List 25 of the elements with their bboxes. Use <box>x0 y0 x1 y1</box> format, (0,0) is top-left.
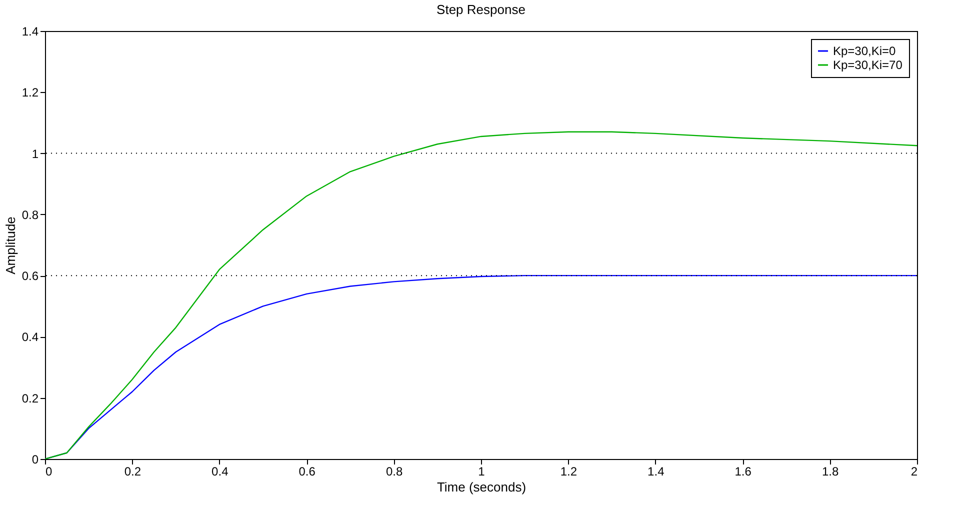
x-axis-title: Time (seconds) <box>436 480 526 494</box>
x-tick-label: 0.4 <box>212 464 229 478</box>
y-tick-label: 0.4 <box>22 330 39 344</box>
x-tick-label: 2 <box>910 464 918 478</box>
x-tick-label: 1.6 <box>734 464 752 478</box>
legend-label: Kp=30,Ki=0 <box>833 44 896 58</box>
x-tick-label: 1.4 <box>648 464 665 478</box>
y-tick-label: 1 <box>32 146 39 161</box>
x-tick-label: 1.2 <box>560 464 578 478</box>
y-axis-title: Amplitude <box>2 216 18 274</box>
y-tick-label: 0 <box>32 452 39 466</box>
chart-title: Step Response <box>436 2 526 17</box>
y-tick-label: 0.2 <box>22 391 39 406</box>
y-tick-label: 1.4 <box>22 24 39 38</box>
y-tick-label: 0.8 <box>22 208 39 222</box>
x-tick-label: 0 <box>46 464 52 478</box>
x-tick-label: 1.8 <box>822 464 839 478</box>
x-tick-label: 0.6 <box>298 464 316 478</box>
legend-label: Kp=30,Ki=70 <box>833 58 903 72</box>
line-series <box>45 131 917 459</box>
x-tick-label: 0.2 <box>124 464 142 478</box>
x-tick-label: 1 <box>478 464 486 478</box>
y-tick-label: 0.6 <box>22 269 39 284</box>
y-tick-label: 1.2 <box>22 86 39 100</box>
x-tick-label: 0.8 <box>386 464 403 478</box>
